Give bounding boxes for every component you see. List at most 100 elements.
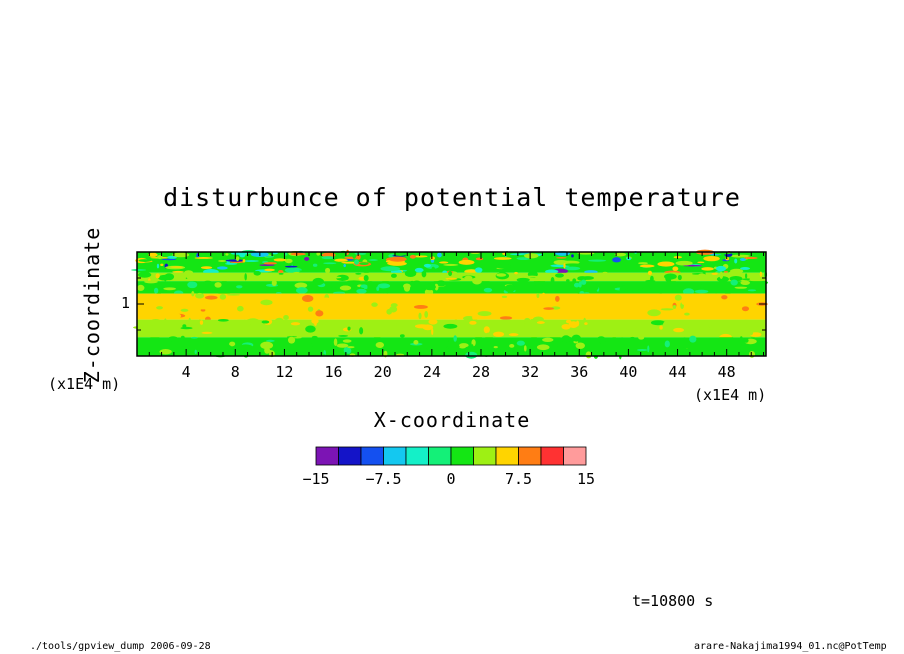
heatmap-cell xyxy=(342,339,352,343)
heatmap-cell xyxy=(556,256,567,259)
heatmap-cell xyxy=(575,342,585,349)
footer-left: ./tools/gpview_dump 2006-09-28 xyxy=(30,641,211,652)
x-axis-unit: (x1E4 m) xyxy=(694,386,767,404)
heatmap-cell xyxy=(698,273,706,277)
heatmap-cell xyxy=(541,274,545,280)
x-tick-label: 44 xyxy=(668,363,687,381)
heatmap-band xyxy=(137,281,766,294)
heatmap-cell xyxy=(523,345,527,352)
heatmap-cell xyxy=(583,292,590,294)
heatmap-cell xyxy=(739,315,753,320)
heatmap-cell xyxy=(543,307,555,310)
heatmap-cell xyxy=(699,284,705,289)
footer-right: arare-Nakajima1994_01.nc@PotTemp xyxy=(694,641,887,652)
heatmap-cell xyxy=(643,275,649,281)
colorbar-label: 7.5 xyxy=(504,470,533,488)
heatmap-cell xyxy=(261,320,270,324)
colorbar xyxy=(315,446,587,466)
heatmap-band xyxy=(137,272,766,282)
heatmap-cell xyxy=(585,351,592,359)
heatmap-cell xyxy=(571,254,574,258)
heatmap-cell xyxy=(659,325,663,330)
heatmap-cell xyxy=(315,310,324,317)
x-tick-label: 8 xyxy=(230,363,240,381)
heatmap-cell xyxy=(318,274,328,277)
heatmap-cell xyxy=(635,327,639,335)
heatmap-cell xyxy=(484,332,494,339)
heatmap-cell xyxy=(363,274,369,282)
heatmap-cell xyxy=(131,269,147,271)
x-tick-label: 36 xyxy=(570,363,589,381)
heatmap-cell xyxy=(647,345,650,353)
heatmap-cell xyxy=(524,253,539,259)
heatmap-cell xyxy=(431,266,436,272)
heatmap-cell xyxy=(194,257,213,259)
heatmap-cell xyxy=(674,294,682,301)
heatmap-cell xyxy=(379,287,389,294)
heatmap-cell xyxy=(474,267,483,273)
heatmap-cell xyxy=(376,295,386,298)
colorbar-swatch xyxy=(360,446,384,466)
heatmap-cell xyxy=(563,266,581,271)
heatmap-cell xyxy=(573,282,580,288)
heatmap-cell xyxy=(197,307,211,310)
heatmap-cell xyxy=(179,330,190,338)
x-tick-label: 20 xyxy=(373,363,392,381)
heatmap-cell xyxy=(459,343,469,348)
heatmap-cell xyxy=(663,321,669,327)
heatmap-cell xyxy=(163,308,171,317)
heatmap-cell xyxy=(253,270,261,276)
heatmap-cell xyxy=(658,289,664,294)
heatmap-cell xyxy=(201,331,213,334)
heatmap-cell xyxy=(157,255,163,260)
colorbar-label: −7.5 xyxy=(365,470,402,488)
colorbar-swatch xyxy=(405,446,429,466)
heatmap-cell xyxy=(195,292,205,299)
heatmap-cell xyxy=(396,322,405,327)
colorbar-swatch xyxy=(518,446,542,466)
heatmap-cell xyxy=(190,336,198,339)
heatmap-cell xyxy=(472,314,479,321)
heatmap-cell xyxy=(562,336,573,341)
heatmap-cell xyxy=(224,262,238,265)
heatmap-cell xyxy=(198,313,201,322)
heatmap-cell xyxy=(339,285,352,291)
heatmap-cell xyxy=(736,349,742,354)
time-label: t=10800 s xyxy=(632,592,714,610)
heatmap-cell xyxy=(622,352,628,356)
heatmap-cell xyxy=(168,336,179,342)
y-axis-label: Z-coordinate xyxy=(80,226,104,384)
heatmap-cell xyxy=(423,283,436,291)
heatmap-cell xyxy=(377,283,391,289)
heatmap-cell xyxy=(660,308,674,311)
heatmap-cell xyxy=(465,351,478,359)
heatmap-cell xyxy=(712,307,724,312)
heatmap-cell xyxy=(682,273,686,277)
heatmap-cell xyxy=(516,340,525,346)
y-tick-label: 1 xyxy=(120,294,130,312)
heatmap-cell xyxy=(732,307,738,313)
heatmap-cell xyxy=(536,321,545,324)
heatmap-cell xyxy=(368,259,378,261)
heatmap-cell xyxy=(469,320,477,325)
heatmap-cell xyxy=(217,276,229,281)
heatmap-cell xyxy=(672,305,677,309)
heatmap-cell xyxy=(207,258,212,262)
heatmap-cell xyxy=(271,279,277,287)
heatmap-cell xyxy=(260,341,274,350)
heatmap-cell xyxy=(411,329,424,333)
heatmap-cell xyxy=(413,280,421,284)
heatmap-cell xyxy=(336,343,349,348)
heatmap-cell xyxy=(216,266,228,270)
heatmap-cell xyxy=(172,270,184,273)
x-tick-label: 12 xyxy=(275,363,294,381)
heatmap-cell xyxy=(536,293,540,299)
heatmap-cell xyxy=(149,334,161,339)
heatmap-cell xyxy=(219,293,227,300)
colorbar-swatch xyxy=(338,446,362,466)
heatmap-cell xyxy=(378,321,389,324)
heatmap-cell xyxy=(390,273,397,278)
heatmap-cell xyxy=(545,269,559,274)
heatmap-cell xyxy=(225,253,229,256)
heatmap-cell xyxy=(752,253,766,257)
